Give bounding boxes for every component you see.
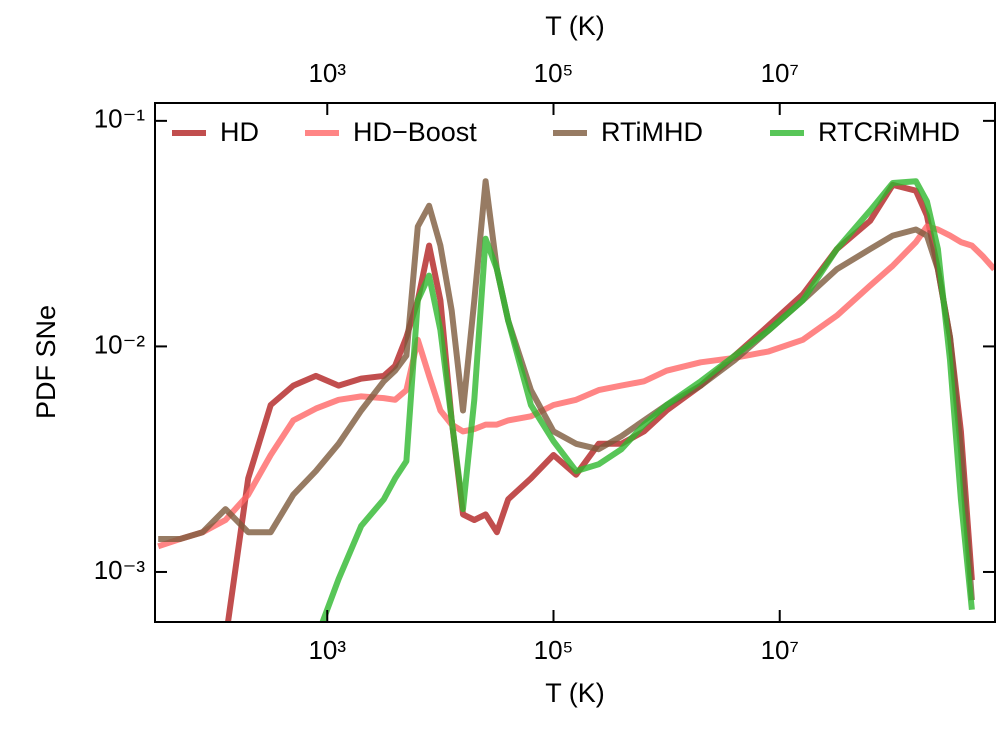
legend-label: RTCRiMHD xyxy=(818,117,960,147)
series-line xyxy=(157,223,995,550)
x-axis-label: T (K) xyxy=(545,678,605,708)
top-axis-label: T (K) xyxy=(545,11,605,41)
x-tick-label: 10⁵ xyxy=(534,635,574,665)
plot-frame xyxy=(154,102,996,623)
y-tick-label: 10⁻¹ xyxy=(94,104,146,134)
series-line xyxy=(319,178,975,622)
y-tick-label: 10⁻³ xyxy=(94,555,146,585)
legend-label: HD xyxy=(220,117,259,147)
plot-lines xyxy=(157,178,995,622)
y-axis-label: PDF SNe xyxy=(31,305,61,419)
top-tick-label: 10³ xyxy=(308,58,346,88)
x-tick-label: 10⁷ xyxy=(761,635,799,665)
y-tick-label: 10⁻² xyxy=(94,329,146,359)
top-tick-label: 10⁷ xyxy=(761,58,799,88)
legend-label: HD−Boost xyxy=(353,117,477,147)
series-line xyxy=(158,178,975,601)
top-tick-label: 10⁵ xyxy=(534,58,574,88)
x-tick-label: 10³ xyxy=(308,635,346,665)
legend-label: RTiMHD xyxy=(601,117,703,147)
